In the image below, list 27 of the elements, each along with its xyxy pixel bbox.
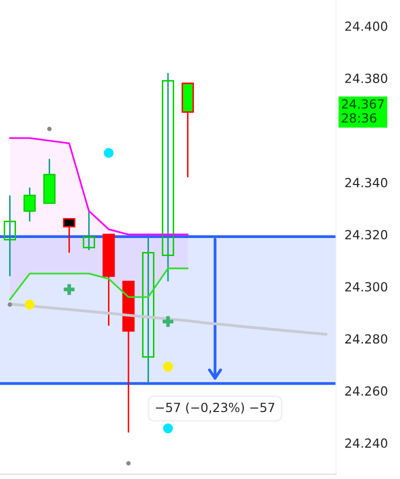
- candlestick: [24, 186, 36, 222]
- y-tick-label: 24.280: [345, 334, 388, 344]
- candlestick: [162, 72, 174, 282]
- candlestick: [142, 236, 154, 384]
- annotation: −57 (−0,23%) −57: [156, 402, 274, 414]
- line-series: [9, 268, 189, 300]
- y-tick-label: 24.240: [345, 438, 388, 448]
- candlestick: [63, 218, 76, 254]
- text: 24.367 28:36: [342, 99, 384, 123]
- point: [24, 300, 35, 310]
- candlestick: [82, 210, 96, 251]
- point: [104, 148, 114, 158]
- point: [8, 302, 12, 307]
- line-series: [9, 137, 189, 236]
- candlestick: [4, 194, 16, 277]
- y-tick-label: 24.340: [345, 178, 388, 188]
- point: [64, 284, 75, 295]
- y-tick-label: 24.400: [345, 22, 388, 31]
- point: [126, 461, 131, 466]
- y-tick-label: 24.320: [345, 230, 388, 240]
- y-tick-label: 24.300: [345, 282, 388, 292]
- point: [163, 362, 173, 372]
- point: [47, 126, 52, 132]
- point: [163, 423, 173, 434]
- y-tick-label: 24.260: [345, 386, 388, 396]
- point: [162, 316, 174, 327]
- y-tick-label: 24.380: [345, 74, 388, 84]
